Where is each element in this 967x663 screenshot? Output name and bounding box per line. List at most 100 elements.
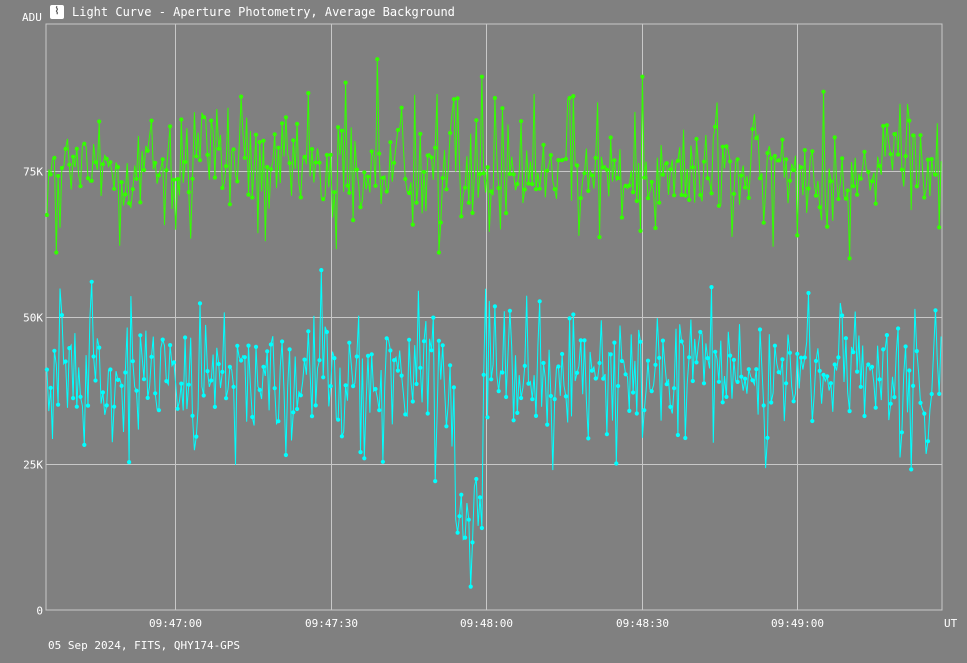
data-point-target [130, 359, 135, 364]
data-point-comparison [459, 214, 464, 219]
data-point-comparison [220, 185, 225, 190]
data-point-target [183, 335, 188, 340]
data-point-comparison [743, 185, 748, 190]
data-point-target [757, 327, 763, 332]
data-point-target [436, 338, 441, 343]
data-point-target [847, 409, 852, 414]
data-point-comparison [168, 124, 173, 129]
data-point-target [392, 358, 397, 363]
data-point-target [541, 360, 546, 366]
data-point-comparison [533, 187, 539, 192]
data-point-target [813, 358, 819, 364]
data-point-target [780, 357, 785, 362]
data-point-comparison [345, 183, 350, 188]
data-point-comparison [541, 142, 546, 147]
data-point-target [451, 385, 456, 390]
data-point-comparison [63, 146, 68, 151]
data-point-comparison [784, 157, 789, 162]
data-point-comparison [627, 183, 632, 188]
data-point-comparison [365, 174, 371, 179]
data-point-target [746, 367, 751, 372]
x-tick-label: 09:49:00 [771, 617, 824, 630]
data-point-comparison [937, 225, 942, 230]
data-point-target [817, 368, 822, 373]
data-point-target [909, 467, 914, 472]
data-point-target [59, 313, 64, 318]
data-point-comparison [675, 158, 681, 163]
data-point-target [832, 362, 837, 367]
data-point-target [929, 391, 934, 397]
data-point-target [552, 397, 557, 402]
data-point-comparison [306, 91, 311, 96]
data-point-target [914, 349, 919, 354]
data-point-comparison [619, 215, 625, 220]
data-point-target [911, 383, 916, 388]
light-curve-app-icon[interactable]: ⌇ [50, 5, 64, 19]
data-point-target [489, 377, 494, 382]
window-title-bar: ⌇ Light Curve - Aperture Photometry, Ave… [50, 3, 455, 21]
data-point-comparison [545, 168, 550, 173]
data-point-comparison [593, 155, 598, 160]
data-point-comparison [914, 184, 919, 189]
data-point-comparison [750, 127, 755, 132]
data-point-target [134, 388, 139, 393]
footer-info: 05 Sep 2024, FITS, QHY174-GPS [48, 639, 241, 652]
data-point-comparison [377, 151, 382, 156]
data-point-target [903, 344, 908, 349]
data-point-comparison [896, 152, 901, 157]
data-point-comparison [209, 118, 214, 123]
data-point-target [280, 339, 285, 344]
data-point-comparison [608, 135, 613, 140]
data-point-comparison [843, 196, 849, 201]
data-point-target [123, 370, 128, 375]
data-point-comparison [836, 196, 841, 202]
data-point-comparison [754, 136, 759, 141]
data-point-target [85, 403, 91, 408]
data-point-comparison [571, 94, 576, 99]
data-point-comparison [780, 137, 785, 142]
data-point-target [687, 355, 692, 360]
data-point-target [433, 479, 438, 484]
data-point-target [862, 413, 867, 419]
data-point-comparison [388, 140, 393, 145]
data-point-target [899, 430, 905, 435]
data-point-target [209, 378, 214, 383]
data-point-target [619, 358, 625, 364]
data-point-comparison [421, 169, 427, 175]
data-point-comparison [660, 172, 666, 177]
data-point-comparison [440, 175, 445, 181]
data-point-comparison [123, 192, 128, 197]
data-point-target [888, 401, 893, 406]
data-point-comparison [519, 119, 524, 124]
data-point-target [179, 381, 184, 386]
data-point-target [246, 343, 251, 348]
data-point-comparison [866, 169, 871, 175]
data-point-target [474, 476, 479, 482]
data-point-target [933, 308, 938, 313]
data-point-comparison [892, 132, 897, 137]
data-point-target [869, 364, 875, 369]
data-point-comparison [455, 96, 460, 101]
data-point-target [265, 349, 270, 354]
data-point-comparison [772, 153, 778, 159]
data-point-target [457, 514, 462, 519]
data-point-comparison [444, 187, 449, 192]
data-point-comparison [552, 187, 557, 192]
data-point-target [395, 368, 400, 373]
data-point-comparison [817, 205, 822, 210]
data-point-comparison [776, 158, 781, 163]
data-point-comparison [869, 179, 875, 184]
data-point-target [429, 348, 434, 353]
data-point-comparison [93, 160, 98, 165]
data-point-comparison [563, 156, 569, 162]
data-point-target [336, 417, 341, 422]
data-point-comparison [78, 184, 83, 189]
data-point-target [115, 377, 120, 382]
data-point-comparison [175, 177, 180, 182]
data-point-target [709, 285, 714, 290]
data-point-target [388, 348, 393, 353]
data-point-comparison [97, 119, 102, 124]
data-point-comparison [642, 175, 647, 180]
data-point-target [224, 396, 229, 401]
